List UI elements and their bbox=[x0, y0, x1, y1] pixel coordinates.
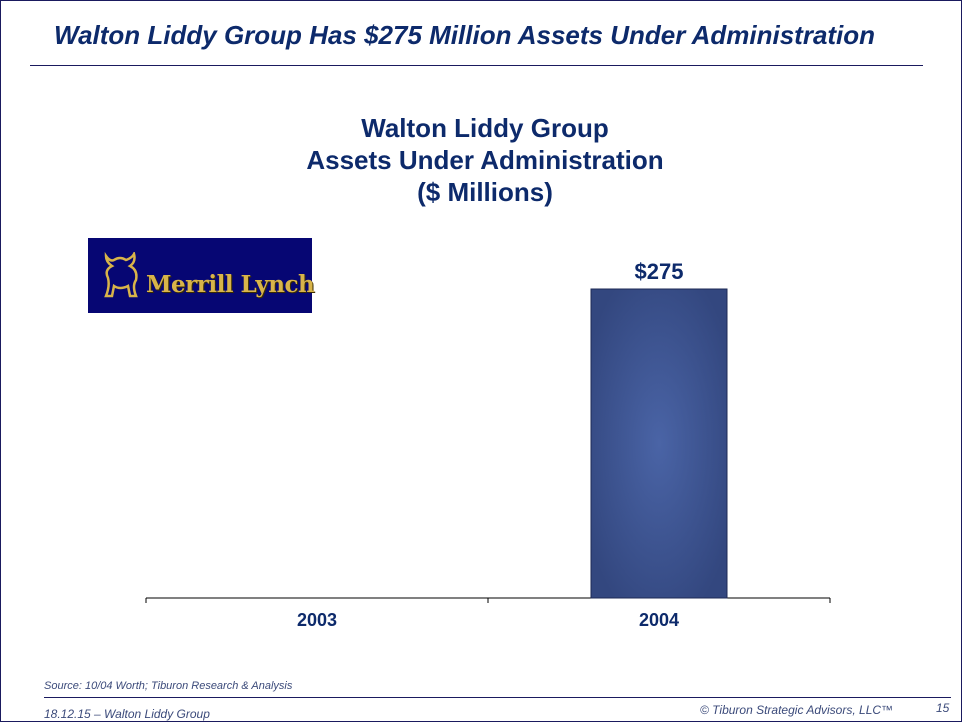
footer-date-client: 18.12.15 – Walton Liddy Group bbox=[44, 707, 210, 721]
merrill-lynch-logo: Merrill Lynch bbox=[88, 238, 315, 313]
chart-title-line: ($ Millions) bbox=[417, 177, 553, 207]
page-number: 15 bbox=[936, 701, 950, 715]
chart-title-line: Walton Liddy Group bbox=[361, 113, 609, 143]
source-note: Source: 10/04 Worth; Tiburon Research & … bbox=[44, 680, 293, 692]
footer-copyright: © Tiburon Strategic Advisors, LLC™ bbox=[700, 703, 894, 717]
data-label: $275 bbox=[635, 259, 684, 284]
x-tick-label: 2004 bbox=[639, 610, 679, 630]
title-divider bbox=[30, 65, 923, 66]
logo-text: Merrill Lynch bbox=[146, 271, 315, 298]
chart-title: Walton Liddy Group Assets Under Administ… bbox=[235, 112, 735, 208]
footer-divider bbox=[44, 697, 951, 698]
slide-title: Walton Liddy Group Has $275 Million Asse… bbox=[54, 20, 876, 50]
x-tick-label: 2003 bbox=[297, 610, 337, 630]
bull-icon bbox=[104, 252, 138, 298]
bar-2004 bbox=[590, 288, 728, 599]
chart-title-line: Assets Under Administration bbox=[306, 145, 664, 175]
